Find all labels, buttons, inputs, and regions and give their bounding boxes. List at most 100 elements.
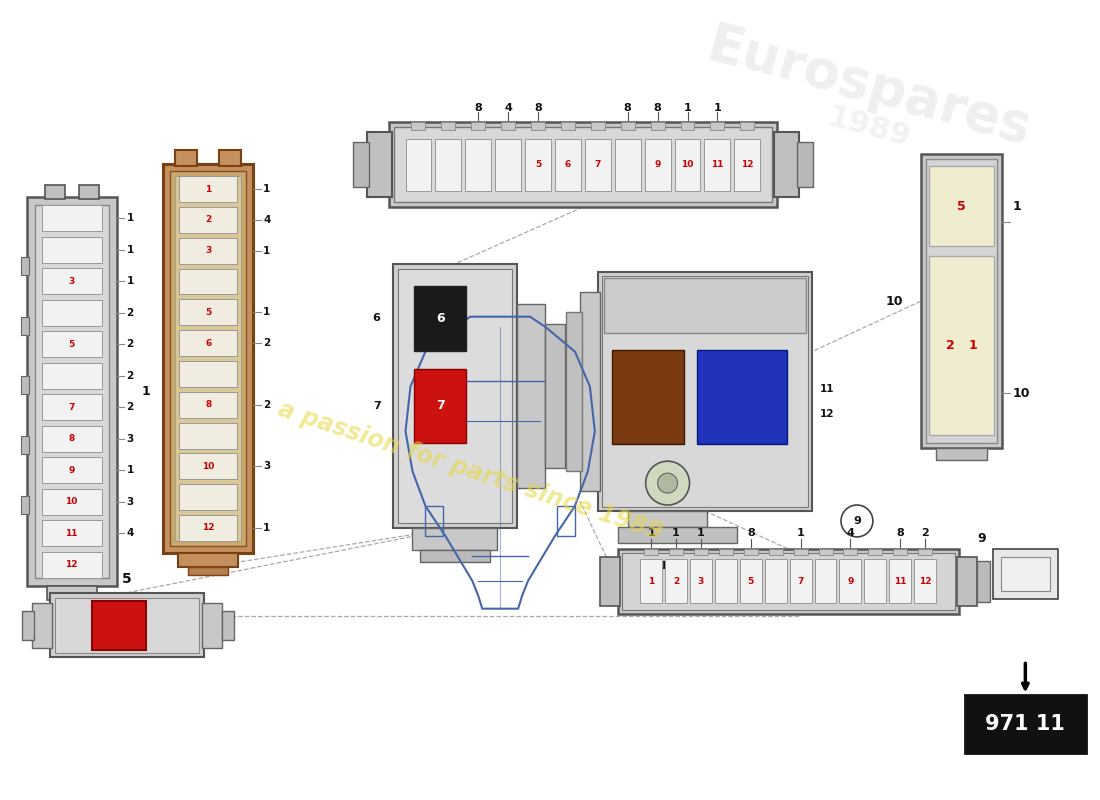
- Text: 7: 7: [595, 160, 601, 170]
- Text: 1: 1: [263, 523, 271, 533]
- Bar: [35, 205, 109, 578]
- Bar: [815, 559, 836, 603]
- Text: 8: 8: [205, 400, 211, 410]
- Text: 1: 1: [205, 185, 211, 194]
- Bar: [42, 394, 101, 420]
- Bar: [531, 122, 544, 130]
- Circle shape: [842, 505, 873, 537]
- Bar: [704, 139, 730, 190]
- Bar: [42, 237, 101, 262]
- Text: 5: 5: [957, 199, 966, 213]
- Text: 9: 9: [654, 160, 661, 170]
- Text: 4: 4: [263, 215, 271, 225]
- Bar: [179, 330, 238, 356]
- Text: 1: 1: [697, 528, 705, 538]
- Bar: [188, 567, 228, 574]
- Bar: [21, 317, 29, 334]
- Text: 2: 2: [673, 577, 679, 586]
- Bar: [164, 164, 253, 553]
- Bar: [175, 176, 241, 541]
- Bar: [928, 256, 994, 435]
- Bar: [179, 484, 238, 510]
- Bar: [26, 197, 117, 586]
- Bar: [965, 695, 1086, 753]
- Text: 8: 8: [653, 103, 661, 114]
- Text: 11: 11: [660, 561, 675, 571]
- Circle shape: [646, 461, 690, 505]
- Bar: [394, 127, 772, 202]
- Bar: [426, 506, 443, 536]
- Text: 11: 11: [65, 529, 78, 538]
- Text: 1: 1: [796, 528, 804, 538]
- Bar: [42, 205, 101, 231]
- Text: 2: 2: [126, 370, 134, 381]
- Bar: [32, 602, 52, 647]
- Bar: [774, 132, 799, 197]
- Bar: [175, 150, 197, 166]
- Bar: [764, 559, 786, 603]
- Bar: [495, 139, 521, 190]
- Text: 7: 7: [68, 402, 75, 412]
- Text: 2: 2: [263, 400, 271, 410]
- Bar: [719, 549, 733, 555]
- Bar: [580, 292, 600, 491]
- Bar: [790, 559, 812, 603]
- Text: 8: 8: [624, 103, 631, 114]
- Bar: [525, 139, 551, 190]
- Text: 3: 3: [126, 497, 134, 506]
- Bar: [557, 506, 575, 536]
- Text: 1: 1: [647, 528, 654, 538]
- Bar: [556, 139, 581, 190]
- Text: 971 11: 971 11: [986, 714, 1065, 734]
- Text: 10: 10: [681, 160, 694, 170]
- Bar: [50, 593, 205, 658]
- Bar: [544, 324, 565, 468]
- Bar: [179, 238, 238, 264]
- Bar: [465, 139, 492, 190]
- Text: 1: 1: [968, 339, 977, 352]
- Bar: [957, 557, 977, 606]
- Bar: [366, 132, 392, 197]
- Text: 8: 8: [896, 528, 904, 538]
- Bar: [914, 559, 936, 603]
- Text: 8: 8: [474, 103, 482, 114]
- Bar: [893, 549, 907, 555]
- Text: 2: 2: [263, 338, 271, 348]
- Bar: [669, 549, 683, 555]
- Text: 3: 3: [68, 277, 75, 286]
- Bar: [21, 257, 29, 275]
- Bar: [793, 549, 807, 555]
- Bar: [42, 489, 101, 514]
- Bar: [645, 139, 671, 190]
- Bar: [565, 312, 582, 471]
- Bar: [868, 549, 882, 555]
- Bar: [170, 171, 246, 546]
- Bar: [179, 207, 238, 233]
- Bar: [415, 286, 466, 350]
- Bar: [865, 559, 887, 603]
- Text: 9: 9: [852, 516, 861, 526]
- Bar: [711, 122, 725, 130]
- Text: 12: 12: [65, 560, 78, 570]
- Bar: [612, 350, 683, 444]
- Bar: [406, 139, 431, 190]
- Text: 1: 1: [126, 213, 134, 223]
- Bar: [471, 122, 485, 130]
- Text: 1: 1: [714, 103, 722, 114]
- Bar: [179, 454, 238, 479]
- Bar: [697, 350, 788, 444]
- Text: 7: 7: [373, 401, 381, 411]
- Bar: [602, 276, 808, 507]
- Text: 1: 1: [672, 528, 680, 538]
- Bar: [178, 553, 238, 567]
- Bar: [928, 166, 994, 246]
- Text: 1989: 1989: [824, 102, 914, 152]
- Bar: [219, 150, 241, 166]
- Text: 1: 1: [142, 385, 151, 398]
- Bar: [55, 598, 199, 653]
- Text: 12: 12: [202, 523, 215, 533]
- Text: 5: 5: [535, 160, 541, 170]
- Bar: [42, 331, 101, 357]
- Text: 9: 9: [977, 533, 986, 546]
- Text: 10: 10: [202, 462, 215, 471]
